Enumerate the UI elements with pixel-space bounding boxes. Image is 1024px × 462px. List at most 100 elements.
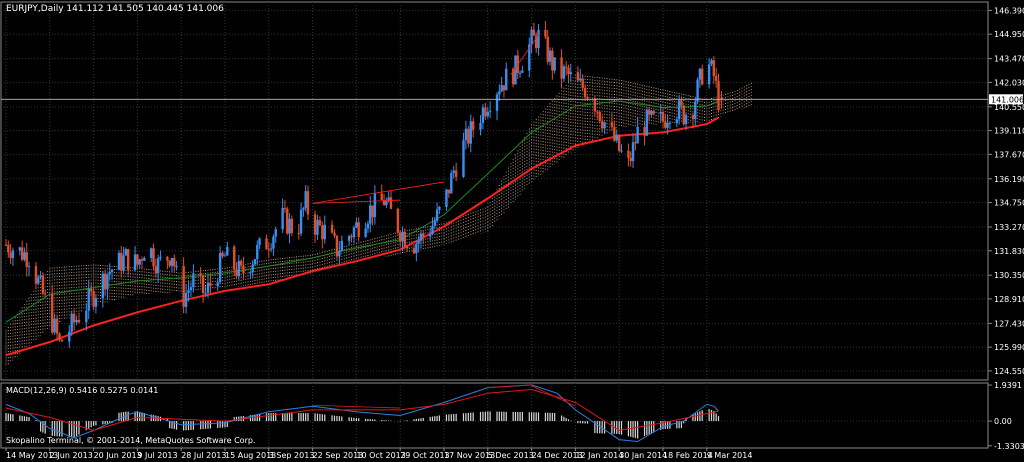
candle-body <box>117 252 121 270</box>
candle-body <box>422 233 425 237</box>
candle-body <box>87 288 90 311</box>
trend-line <box>312 181 445 204</box>
candle-body <box>502 85 506 91</box>
candle-body <box>518 72 522 74</box>
candle-body <box>4 244 8 246</box>
price-tick-label: 133.270 <box>994 223 1024 232</box>
candle-body <box>535 35 538 49</box>
candle-body <box>500 85 503 92</box>
candle-body <box>150 248 153 258</box>
signal-line <box>5 388 719 431</box>
macd-tick-label: 0.00 <box>994 417 1012 426</box>
candle-body <box>696 79 699 102</box>
candle-body <box>333 232 336 236</box>
candle-body <box>567 67 570 75</box>
candle-body <box>286 208 289 234</box>
candle-body <box>182 266 185 307</box>
candle-body <box>187 289 190 293</box>
candle-body <box>680 100 683 106</box>
candle-body <box>530 29 533 45</box>
candle-body <box>666 123 669 128</box>
price-tick-label: 130.350 <box>994 271 1024 280</box>
candle-body <box>92 291 95 307</box>
current-price-tag-text: 141.006 <box>991 95 1024 104</box>
candle-body <box>55 318 59 334</box>
last-candle-body <box>720 97 723 100</box>
macd-tick-label: -1.3303 <box>994 442 1024 451</box>
candle-body <box>553 57 556 71</box>
candle-body <box>415 243 418 254</box>
candle-body <box>647 109 651 115</box>
candle-body <box>350 236 353 238</box>
candle-body <box>235 269 238 277</box>
price-tick-label: 142.030 <box>994 78 1024 87</box>
candle-body <box>677 100 681 120</box>
candle-body <box>562 66 566 79</box>
candle-body <box>253 259 257 265</box>
candle-body <box>306 191 310 215</box>
price-pane[interactable]: EURJPY,Daily 141.112 141.505 140.445 141… <box>0 1 989 381</box>
candle-body <box>237 260 241 277</box>
candle-body <box>419 233 423 241</box>
price-tick-label: 143.470 <box>994 55 1024 64</box>
candle-body <box>226 246 229 256</box>
candle-body <box>249 272 252 274</box>
candle-body <box>433 220 436 226</box>
candle-body <box>304 191 307 209</box>
candle-body <box>382 199 386 206</box>
candle-body <box>546 36 549 62</box>
trend-lines[interactable] <box>312 34 539 204</box>
candle-body <box>340 240 343 251</box>
candle-body <box>233 246 236 270</box>
time-tick-label: 3 Sep 2013 <box>269 451 315 460</box>
time-tick-label: 28 Jul 2013 <box>181 451 226 460</box>
macd-trend-line <box>531 385 576 407</box>
candle-body <box>267 249 270 251</box>
candle-body <box>290 218 294 233</box>
macd-indicator <box>5 384 720 443</box>
candle-body <box>251 264 254 273</box>
candle-body <box>618 134 621 152</box>
candle-body <box>445 189 448 207</box>
candle-body <box>143 257 146 261</box>
candle-body <box>18 247 22 251</box>
candle-body <box>596 111 599 113</box>
candle-body <box>631 142 635 161</box>
time-tick-label: 15 Aug 2013 <box>225 451 276 460</box>
candle-body <box>645 109 649 136</box>
candle-body <box>140 259 144 261</box>
candle-body <box>7 244 10 253</box>
macd-pane[interactable]: MACD(12,26,9) 0.5416 0.5275 0.0141 Skopa… <box>0 382 989 449</box>
candle-body <box>712 60 716 77</box>
candle-body <box>537 29 540 49</box>
candle-body <box>684 114 688 125</box>
candle-body <box>428 233 432 237</box>
candle-body <box>373 193 377 218</box>
candle-body <box>462 140 465 177</box>
candle-body <box>717 80 720 111</box>
candle-body <box>675 119 679 123</box>
candle-body <box>380 193 383 200</box>
candle-body <box>204 292 207 294</box>
candle-body <box>175 266 178 268</box>
candle-body <box>598 111 601 122</box>
price-pane-border <box>0 1 989 381</box>
candle-body <box>159 256 162 259</box>
candle-body <box>405 246 409 249</box>
candle-body <box>89 288 93 292</box>
candle-body <box>564 66 568 68</box>
time-tick-label: 29 Oct 2013 <box>400 451 449 460</box>
candle-body <box>355 222 358 228</box>
candle-body <box>338 250 341 257</box>
candle-body <box>447 189 451 194</box>
candle-body <box>371 205 374 218</box>
price-axis[interactable]: 146.390 144.950 143.470 142.030 140.550 139.1… <box>988 6 1024 376</box>
candle-body <box>583 87 587 98</box>
candle-body <box>51 293 54 333</box>
candle-body <box>258 238 261 245</box>
candle-body <box>274 229 277 237</box>
candle-body <box>23 252 26 260</box>
candle-body <box>661 111 665 122</box>
